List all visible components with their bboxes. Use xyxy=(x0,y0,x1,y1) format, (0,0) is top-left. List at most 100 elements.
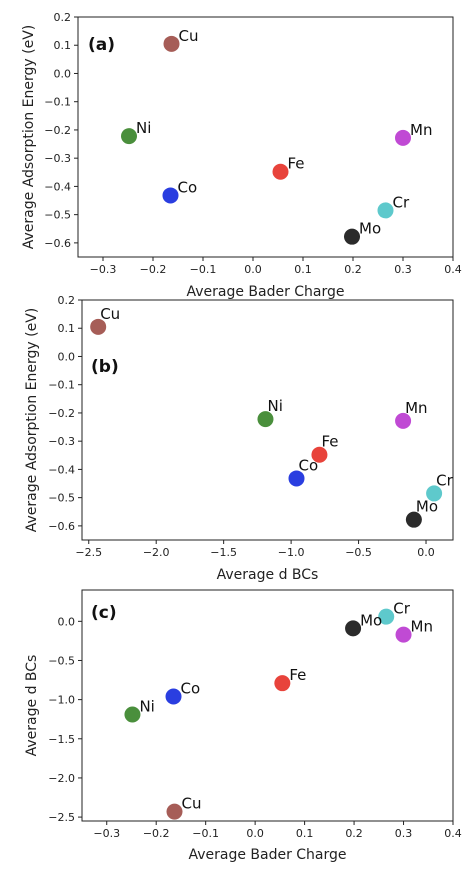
data-point-ni xyxy=(257,411,274,428)
x-axis-label: Average Bader Charge xyxy=(188,847,346,863)
data-point-cr xyxy=(378,608,395,625)
point-label-cr: Cr xyxy=(393,600,410,618)
x-tick-label: −2.5 xyxy=(75,546,102,559)
y-tick-label: −0.3 xyxy=(48,435,75,448)
x-tick-label: 0.1 xyxy=(294,263,312,276)
y-tick-label: −0.4 xyxy=(48,463,75,476)
point-label-co: Co xyxy=(299,456,319,474)
data-point-cr xyxy=(426,485,443,502)
x-tick-label: −0.2 xyxy=(143,827,170,840)
y-tick-label: −2.0 xyxy=(48,772,75,785)
x-tick-label: −2.0 xyxy=(143,546,170,559)
point-label-co: Co xyxy=(181,679,201,697)
point-label-cu: Cu xyxy=(182,795,202,813)
data-point-fe xyxy=(274,675,291,692)
y-tick-label: −0.1 xyxy=(48,379,75,392)
panel-label: (a) xyxy=(88,35,115,55)
x-tick-label: −0.1 xyxy=(192,827,219,840)
point-label-ni: Ni xyxy=(267,397,282,415)
data-point-cu xyxy=(163,35,180,52)
panel-label: (c) xyxy=(91,603,117,623)
panel-label: (b) xyxy=(91,357,119,377)
point-label-mn: Mn xyxy=(411,618,433,636)
data-point-cr xyxy=(377,202,394,219)
x-axis-label: Average d BCs xyxy=(217,567,319,583)
y-axis-label: Average Adsorption Energy (eV) xyxy=(21,25,37,250)
point-label-cr: Cr xyxy=(436,471,453,489)
y-tick-label: −2.5 xyxy=(48,811,75,824)
x-tick-label: −1.0 xyxy=(278,546,305,559)
data-point-co xyxy=(165,688,182,705)
data-point-mn xyxy=(395,626,412,643)
y-tick-label: 0.0 xyxy=(58,350,76,363)
y-tick-label: −0.4 xyxy=(44,180,71,193)
y-tick-label: −0.6 xyxy=(48,520,75,533)
axes-frame xyxy=(81,299,454,541)
point-label-mo: Mo xyxy=(416,498,438,516)
data-point-fe xyxy=(311,446,328,463)
point-label-co: Co xyxy=(178,178,198,196)
data-point-mn xyxy=(395,412,412,429)
y-tick-label: −0.5 xyxy=(48,654,75,667)
x-tick-label: 0.0 xyxy=(244,263,262,276)
point-label-cu: Cu xyxy=(179,27,199,45)
axes-frame xyxy=(81,589,454,822)
data-point-mn xyxy=(395,129,411,146)
x-tick-label: 0.2 xyxy=(344,263,362,276)
y-tick-label: 0.2 xyxy=(54,11,72,24)
x-tick-label: −0.3 xyxy=(93,827,120,840)
x-tick-label: −0.5 xyxy=(345,546,372,559)
point-label-cr: Cr xyxy=(393,193,410,211)
point-label-fe: Fe xyxy=(288,155,305,173)
point-label-ni: Ni xyxy=(136,119,151,137)
axes-frame xyxy=(77,16,454,258)
y-tick-label: −0.1 xyxy=(44,96,71,109)
point-label-cu: Cu xyxy=(100,305,120,323)
data-point-fe xyxy=(272,163,289,180)
x-tick-label: 0.1 xyxy=(296,827,314,840)
point-label-mn: Mn xyxy=(410,121,432,139)
point-label-fe: Fe xyxy=(289,666,306,684)
data-point-ni xyxy=(124,706,141,723)
point-label-ni: Ni xyxy=(139,698,154,716)
x-tick-label: −0.3 xyxy=(90,263,117,276)
x-tick-label: 0.2 xyxy=(345,827,363,840)
y-tick-label: 0.0 xyxy=(54,67,72,80)
point-label-fe: Fe xyxy=(321,433,338,451)
y-tick-label: 0.2 xyxy=(58,294,76,307)
x-tick-label: 0.0 xyxy=(417,546,435,559)
x-tick-label: 0.4 xyxy=(444,827,462,840)
y-tick-label: 0.1 xyxy=(58,322,76,335)
chart-panel-2: −2.5 −2.0 −1.5 −1.0 −0.5 0.0 0.2 0.1 0.0 −0.1 −0.2… xyxy=(24,294,454,583)
x-tick-label: 0.3 xyxy=(395,827,413,840)
point-label-mo: Mo xyxy=(359,220,381,238)
y-axis-label: Average Adsorption Energy (eV) xyxy=(24,308,40,533)
data-point-cu xyxy=(166,803,183,820)
chart-panel-1: −0.3 −0.2 −0.1 0.0 0.1 0.2 0.3 0.4 0.2 0.1 0.0 −0.1… xyxy=(21,11,462,300)
data-point-cu xyxy=(90,318,107,335)
point-label-mo: Mo xyxy=(360,611,382,629)
y-tick-label: 0.0 xyxy=(58,615,76,628)
y-tick-label: 0.1 xyxy=(54,39,72,52)
x-tick-label: −0.1 xyxy=(190,263,217,276)
data-point-mo xyxy=(405,511,422,528)
data-point-co xyxy=(288,470,305,487)
y-tick-label: −0.2 xyxy=(44,124,71,137)
y-tick-label: −1.0 xyxy=(48,694,75,707)
data-point-mo xyxy=(345,620,362,637)
y-tick-label: −0.5 xyxy=(44,209,71,222)
x-tick-label: 0.3 xyxy=(394,263,412,276)
data-point-ni xyxy=(121,128,137,145)
chart-panel-3: −0.3 −0.2 −0.1 0.0 0.1 0.2 0.3 0.4 0.0 −0.5 −1.0 −1… xyxy=(24,589,462,863)
x-tick-label: −0.2 xyxy=(140,263,167,276)
data-point-co xyxy=(162,187,179,204)
x-axis-label: Average Bader Charge xyxy=(186,284,344,300)
data-point-mo xyxy=(344,228,360,245)
y-tick-label: −1.5 xyxy=(48,733,75,746)
y-tick-label: −0.3 xyxy=(44,152,71,165)
y-tick-label: −0.2 xyxy=(48,407,75,420)
y-tick-label: −0.6 xyxy=(44,237,71,250)
x-tick-label: 0.0 xyxy=(246,827,264,840)
point-label-mn: Mn xyxy=(405,399,427,417)
